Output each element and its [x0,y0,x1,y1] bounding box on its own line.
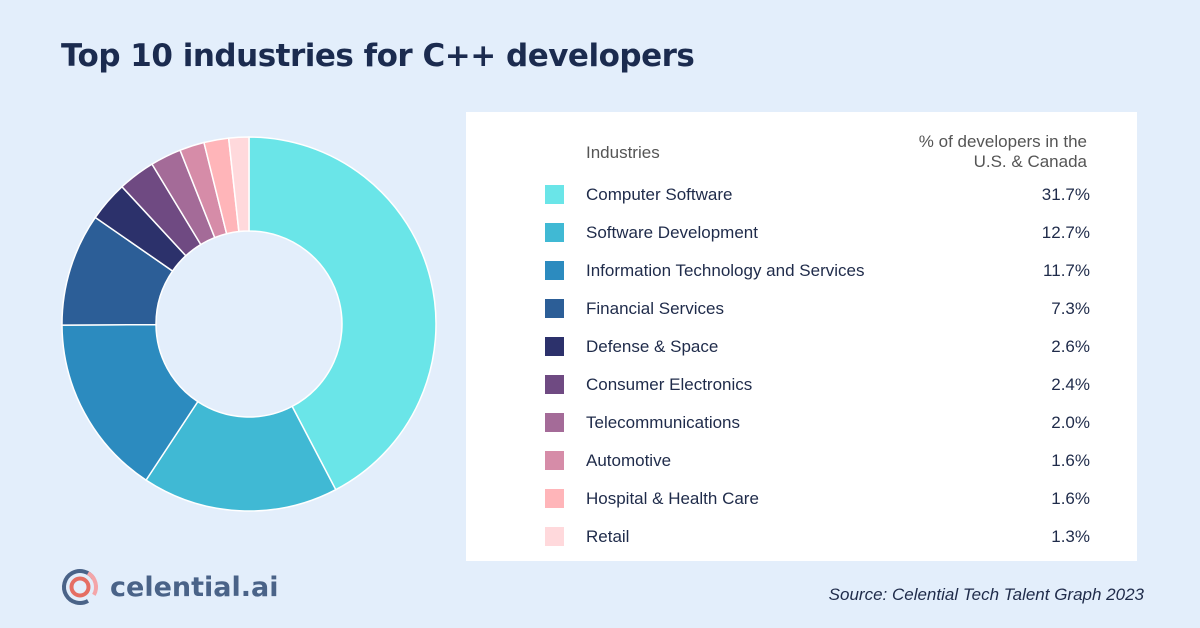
legend-value: 12.7% [1041,223,1090,242]
legend-swatch [545,223,564,242]
legend-label: Retail [586,527,630,546]
legend-label: Automotive [586,451,672,470]
legend-row: Telecommunications 2.0% [545,413,1105,433]
celential-logo: celential.ai [60,567,278,607]
legend-row: Computer Software 31.7% [545,185,1105,205]
legend-row: Hospital & Health Care 1.6% [545,489,1105,509]
legend-label: Information Technology and Services [586,261,865,280]
legend-value: 2.4% [1051,375,1090,394]
legend-label: Telecommunications [586,413,741,432]
legend-label: Hospital & Health Care [586,489,759,508]
legend-row: Defense & Space 2.6% [545,337,1105,357]
header-percent: % of developers in the U.S. & Canada [918,132,1087,171]
donut-slice [145,400,337,512]
legend-value: 1.3% [1051,527,1090,546]
legend-value: 2.0% [1051,413,1090,432]
legend-value: 11.7% [1043,261,1090,280]
legend-row: Consumer Electronics 2.4% [545,375,1105,395]
legend-row: Software Development 12.7% [545,223,1105,243]
legend-value: 1.6% [1051,451,1090,470]
donut-slice [248,136,437,491]
legend-value: 1.6% [1051,489,1090,508]
legend-swatch [545,489,564,508]
legend-label: Consumer Electronics [586,375,753,394]
donut-chart [61,136,437,512]
logo-text: celential.ai [110,571,279,603]
legend-value: 31.7% [1041,185,1090,204]
legend-swatch [545,451,564,470]
legend-table: Industries % of developers in the U.S. &… [466,112,1137,561]
legend-label: Financial Services [586,299,724,318]
legend-row: Information Technology and Services 11.7… [545,261,1105,281]
legend-swatch [545,185,564,204]
legend-label: Defense & Space [586,337,719,356]
legend-value: 2.6% [1051,337,1090,356]
legend-row: Automotive 1.6% [545,451,1105,471]
source-note: Source: Celential Tech Talent Graph 2023 [828,585,1144,604]
page-title: Top 10 industries for C++ developers [61,38,695,74]
logo-icon [62,569,98,605]
legend-row: Financial Services 7.3% [545,299,1105,319]
legend-swatch [545,261,564,280]
legend-row: Retail 1.3% [545,527,1105,547]
legend-swatch [545,299,564,318]
legend-label: Software Development [586,223,758,242]
legend-swatch [545,527,564,546]
donut-slice [61,323,199,482]
legend-swatch [545,413,564,432]
donut-slice [227,136,250,233]
legend-swatch [545,375,564,394]
header-industries: Industries [586,143,660,162]
legend-swatch [545,337,564,356]
legend-value: 7.3% [1051,299,1090,318]
legend-label: Computer Software [586,185,733,204]
